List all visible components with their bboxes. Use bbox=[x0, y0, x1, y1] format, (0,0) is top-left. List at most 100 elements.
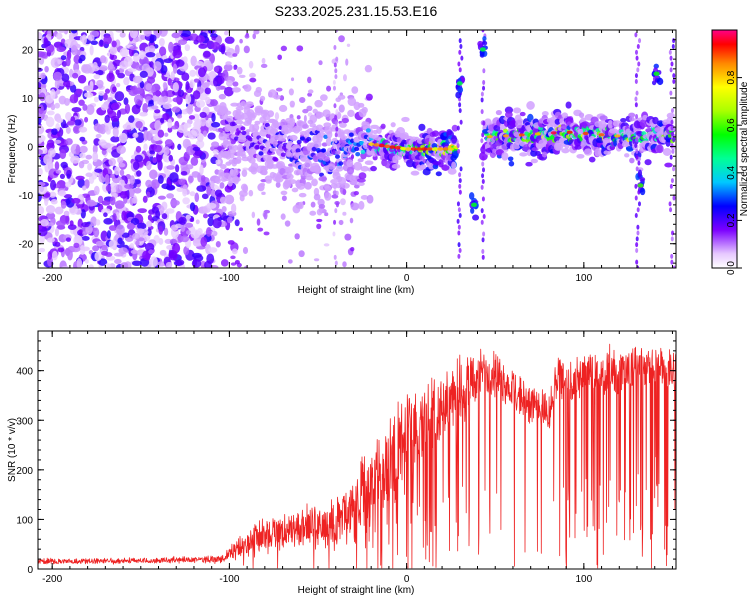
spectrogram-blob bbox=[446, 128, 453, 136]
spectrogram-blob bbox=[530, 149, 538, 157]
spectrogram-blob bbox=[169, 172, 179, 183]
spectrogram-blob bbox=[273, 157, 279, 162]
spectrogram-blob bbox=[146, 76, 156, 84]
spectrogram-blob bbox=[153, 61, 162, 71]
spectrogram-blob bbox=[115, 184, 123, 194]
spectrogram-blob bbox=[299, 153, 307, 162]
spectrogram-blob bbox=[315, 111, 322, 120]
spectrogram-blob bbox=[66, 121, 75, 126]
spectrogram-blob bbox=[289, 134, 298, 142]
spectrogram-blob bbox=[101, 200, 111, 206]
spectrogram-blob bbox=[114, 166, 120, 176]
spectrogram-blob bbox=[636, 67, 640, 73]
spectrogram-blob bbox=[356, 178, 366, 183]
spectrogram-ylabel: Frequency (Hz) bbox=[7, 115, 18, 184]
spectrogram-blob bbox=[232, 176, 239, 183]
spectrogram-blob bbox=[164, 169, 171, 177]
spectrogram-blob bbox=[129, 46, 138, 51]
spectrogram-blob bbox=[296, 115, 301, 120]
spectrogram-blob bbox=[286, 166, 294, 173]
spectrogram-blob bbox=[115, 69, 120, 75]
spectrogram-blob bbox=[291, 187, 299, 193]
spectrogram-blob bbox=[334, 260, 338, 266]
spectrogram-blob bbox=[253, 90, 262, 97]
spectrogram-blob bbox=[248, 157, 256, 164]
spectrogram-blob bbox=[456, 125, 460, 131]
spectrogram-blob bbox=[132, 52, 140, 63]
spectrogram-blob bbox=[410, 147, 417, 151]
spectrogram-blob bbox=[189, 191, 196, 197]
spectrogram-blob bbox=[63, 194, 73, 199]
spectrogram-blob bbox=[232, 168, 239, 177]
spectrogram-blob bbox=[117, 237, 123, 245]
spectrogram-blob bbox=[274, 112, 280, 121]
spectrogram-blob bbox=[166, 165, 176, 170]
spectrogram-blob bbox=[259, 95, 266, 102]
spectrogram-blob bbox=[107, 65, 116, 71]
spectrogram-blob bbox=[64, 97, 70, 106]
spectrogram-blob bbox=[192, 146, 201, 152]
spectrogram-blob bbox=[211, 112, 216, 123]
colorbar-tick-label: 0.6 bbox=[726, 118, 737, 132]
spectrogram-blob bbox=[69, 94, 79, 104]
spectrogram-blob bbox=[238, 227, 244, 232]
spectrogram-blob bbox=[416, 147, 423, 151]
spectrogram-blob bbox=[370, 165, 377, 172]
spectrogram-blob bbox=[60, 55, 67, 61]
spectrogram-blob bbox=[163, 227, 169, 236]
spectrogram-blob bbox=[327, 163, 336, 170]
spectrogram-blob bbox=[83, 92, 94, 98]
spectrogram-blob bbox=[65, 237, 72, 242]
colorbar-gradient bbox=[711, 29, 738, 269]
spectrogram-blob bbox=[93, 74, 101, 80]
spectrogram-blob bbox=[400, 146, 407, 151]
spectrogram-blob bbox=[59, 173, 66, 180]
spectrogram-blob bbox=[603, 137, 610, 144]
spectrogram-blob bbox=[607, 119, 614, 129]
spectrogram-blob bbox=[157, 261, 166, 267]
spectrogram-blob bbox=[326, 131, 333, 139]
spectrogram-blob bbox=[136, 228, 145, 234]
spectrogram-blob bbox=[458, 213, 462, 219]
spectrogram-blob bbox=[273, 94, 281, 100]
spectrogram-blob bbox=[265, 133, 271, 139]
spectrogram-blob bbox=[149, 34, 157, 42]
spectrogram-blob bbox=[56, 117, 64, 124]
spectrogram-blob bbox=[635, 137, 639, 143]
spectrogram-blob bbox=[672, 78, 676, 84]
spectrogram-blob bbox=[373, 143, 380, 147]
spectrogram-blob bbox=[119, 32, 126, 38]
spectrogram-blob bbox=[200, 115, 206, 127]
spectrogram-blob bbox=[176, 187, 184, 193]
spectrogram-blob bbox=[459, 44, 463, 50]
spectrogram-blob bbox=[671, 131, 675, 137]
spectrogram-blob bbox=[628, 112, 636, 118]
snr-ylabel: SNR (10 * v/v) bbox=[7, 418, 18, 482]
spectrogram-blob bbox=[641, 131, 647, 136]
spectrogram-blob bbox=[67, 249, 73, 261]
spectrogram-blob bbox=[200, 236, 208, 247]
spectrogram-blob bbox=[38, 167, 43, 176]
spectrogram-blob bbox=[104, 114, 110, 124]
spectrogram-blob bbox=[38, 205, 45, 215]
spectrogram-blob bbox=[47, 237, 55, 243]
spectrogram-blob bbox=[155, 210, 161, 219]
spectrogram-blob bbox=[280, 190, 288, 196]
spectrogram-blob bbox=[198, 67, 206, 78]
spectrogram-blob bbox=[253, 30, 260, 35]
spectrogram-blob bbox=[147, 214, 153, 221]
spectrogram-blob bbox=[296, 45, 304, 52]
spectrogram-blob bbox=[343, 74, 347, 82]
spectrogram-blob bbox=[190, 55, 197, 67]
spectrogram-blob bbox=[101, 244, 108, 251]
spectrogram-blob bbox=[172, 82, 179, 93]
spectrogram-blob bbox=[84, 259, 89, 264]
spectrogram-blob bbox=[344, 233, 352, 241]
spectrogram-blob bbox=[75, 175, 85, 181]
spectrogram-blob bbox=[106, 72, 115, 83]
spectrogram-blob bbox=[186, 104, 194, 115]
spectrogram-blob bbox=[79, 136, 86, 142]
spectrogram-blob bbox=[103, 35, 112, 45]
spectrogram-blob bbox=[185, 164, 194, 170]
y-tick-label: 300 bbox=[16, 416, 33, 427]
